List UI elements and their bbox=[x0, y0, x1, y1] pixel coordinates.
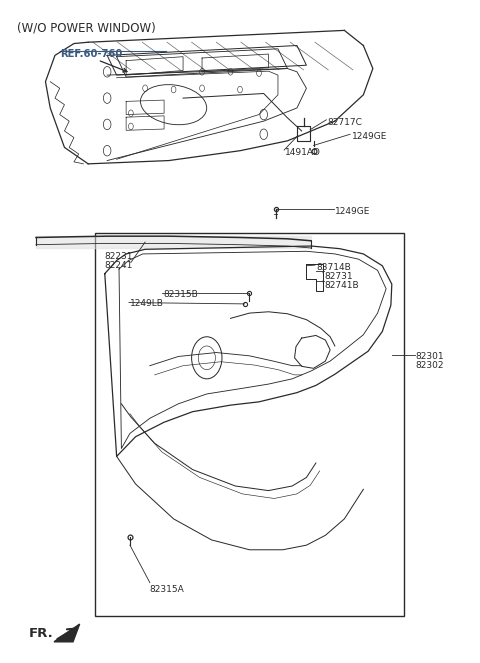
Polygon shape bbox=[54, 624, 80, 642]
Text: 82315B: 82315B bbox=[163, 290, 198, 299]
Text: 83714B: 83714B bbox=[316, 263, 351, 272]
Text: 1491AD: 1491AD bbox=[285, 148, 321, 156]
Text: (W/O POWER WINDOW): (W/O POWER WINDOW) bbox=[17, 21, 156, 34]
Text: 82731: 82731 bbox=[324, 272, 353, 280]
Text: 82302: 82302 bbox=[416, 361, 444, 370]
Text: REF.60-760: REF.60-760 bbox=[60, 49, 122, 59]
Text: 82231: 82231 bbox=[105, 252, 133, 261]
Text: 1249GE: 1249GE bbox=[351, 133, 387, 141]
Text: 82741B: 82741B bbox=[324, 281, 359, 290]
Text: 82301: 82301 bbox=[416, 352, 444, 361]
Text: 1249LB: 1249LB bbox=[130, 300, 164, 308]
Text: 82241: 82241 bbox=[105, 261, 133, 271]
Text: 82717C: 82717C bbox=[328, 118, 363, 127]
Text: 82315A: 82315A bbox=[150, 585, 185, 594]
Text: FR.: FR. bbox=[29, 627, 54, 640]
Text: 1249GE: 1249GE bbox=[335, 207, 370, 215]
Bar bbox=[96, 233, 404, 615]
